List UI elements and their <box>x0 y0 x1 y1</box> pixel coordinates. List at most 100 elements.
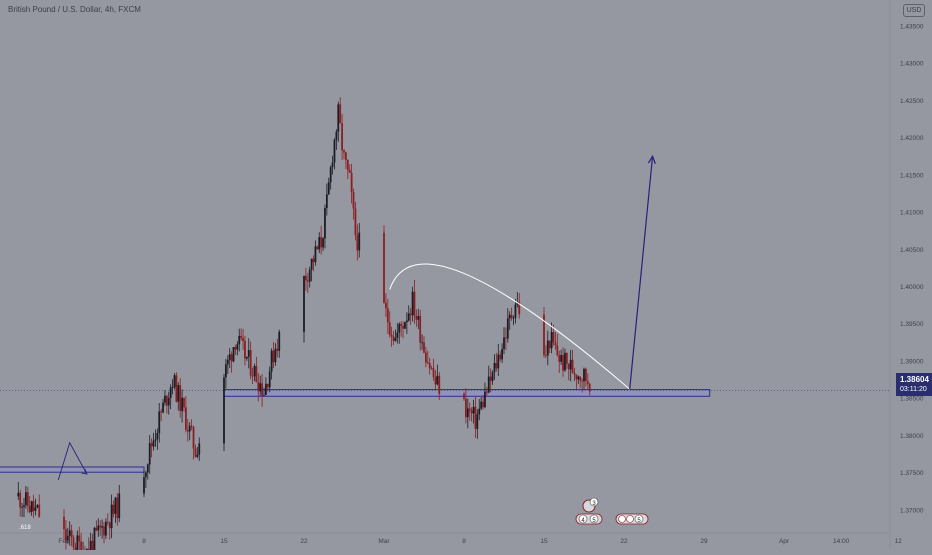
candle <box>114 496 117 523</box>
event-marker-bottom-left[interactable]: 4 5 <box>575 513 603 525</box>
candle <box>84 546 86 555</box>
candle <box>386 298 389 334</box>
candle <box>185 395 187 433</box>
candle <box>25 486 27 509</box>
candle <box>106 513 109 526</box>
candle <box>223 373 225 452</box>
candle <box>105 518 107 539</box>
candle <box>167 391 170 415</box>
candle <box>308 266 311 288</box>
event-marker-top[interactable]: 3 <box>582 497 599 513</box>
price-tick-label: 1.40500 <box>900 247 924 254</box>
candle <box>65 520 67 550</box>
candle <box>398 322 401 344</box>
small-zigzag-arrowhead <box>81 468 88 475</box>
candle <box>169 384 172 410</box>
candle <box>402 321 404 339</box>
event-marker-bottom-left-count: 4 <box>581 518 585 524</box>
candle <box>310 258 313 282</box>
candle <box>419 310 422 351</box>
candle <box>480 397 483 411</box>
time-tick-label: Mar <box>378 538 390 545</box>
candle <box>181 389 183 423</box>
candle <box>228 348 231 369</box>
candle <box>171 379 174 395</box>
event-marker-bottom-mid-count: 5 <box>592 518 596 524</box>
candle <box>247 338 250 369</box>
candle <box>562 347 564 377</box>
candle <box>575 374 578 390</box>
candle <box>415 309 418 327</box>
candle <box>196 447 199 459</box>
candle <box>194 444 197 458</box>
candle <box>543 307 545 358</box>
symbol-title[interactable]: British Pound / U.S. Dollar, 4h, FXCM <box>8 5 141 14</box>
candle <box>230 351 233 373</box>
candle <box>474 397 477 438</box>
candle <box>493 354 496 380</box>
candle <box>394 329 397 342</box>
candle <box>581 377 583 393</box>
time-tick-label: 29 <box>700 538 708 545</box>
candle <box>253 363 256 382</box>
candle <box>335 129 338 150</box>
time-tick-label: 22 <box>620 538 628 545</box>
rounding-arc <box>389 263 631 390</box>
candle <box>548 340 551 354</box>
candle <box>251 367 254 385</box>
candle <box>28 496 31 514</box>
price-tick-label: 1.38500 <box>900 396 924 403</box>
candle <box>198 437 201 461</box>
time-axis[interactable]: Feb 8 15 22 Mar 8 15 22 29 Apr 14:00 12 <box>58 538 902 545</box>
candle <box>150 438 153 458</box>
candle <box>554 332 557 350</box>
candle <box>546 330 549 366</box>
candle <box>303 275 305 343</box>
projection-arrowhead <box>647 154 656 164</box>
candle <box>266 383 269 392</box>
candle <box>274 343 277 366</box>
candle <box>567 363 570 381</box>
price-tick-label: 1.41500 <box>900 172 924 179</box>
candle <box>17 482 20 500</box>
candle <box>108 521 111 540</box>
candle <box>263 387 265 396</box>
time-tick-label: 15 <box>220 538 228 545</box>
event-marker-right[interactable]: 5 <box>615 513 649 525</box>
candle <box>491 370 494 385</box>
candle <box>497 343 500 377</box>
small-zigzag-arrow <box>57 441 88 481</box>
candle <box>34 498 37 516</box>
currency-badge[interactable]: USD <box>903 4 925 17</box>
candle <box>143 471 145 498</box>
candle <box>82 541 84 555</box>
candle <box>272 341 275 369</box>
candle <box>337 101 340 142</box>
candle <box>158 403 161 443</box>
candle <box>99 520 102 536</box>
price-tick-label: 1.43500 <box>900 24 924 31</box>
candle <box>72 535 75 554</box>
candle <box>19 490 22 517</box>
candle <box>583 367 585 391</box>
candle <box>560 349 563 366</box>
price-axis[interactable]: 1.43500 1.43000 1.42500 1.42000 1.41500 1.410… <box>900 24 924 515</box>
candle <box>324 204 326 249</box>
candle <box>426 350 429 365</box>
candle <box>436 364 439 386</box>
candle <box>413 280 416 324</box>
candle <box>405 312 408 334</box>
candle <box>152 432 155 451</box>
candle <box>192 425 195 460</box>
price-tick-label: 1.41000 <box>900 210 924 217</box>
candle <box>32 494 35 519</box>
time-tick-label: 8 <box>462 538 466 545</box>
candle <box>87 537 90 555</box>
candle <box>516 291 519 308</box>
bar-countdown: 03:11:20 <box>900 386 927 393</box>
candle <box>495 352 498 372</box>
price-tick-label: 1.42000 <box>900 135 924 142</box>
candle <box>432 358 435 381</box>
